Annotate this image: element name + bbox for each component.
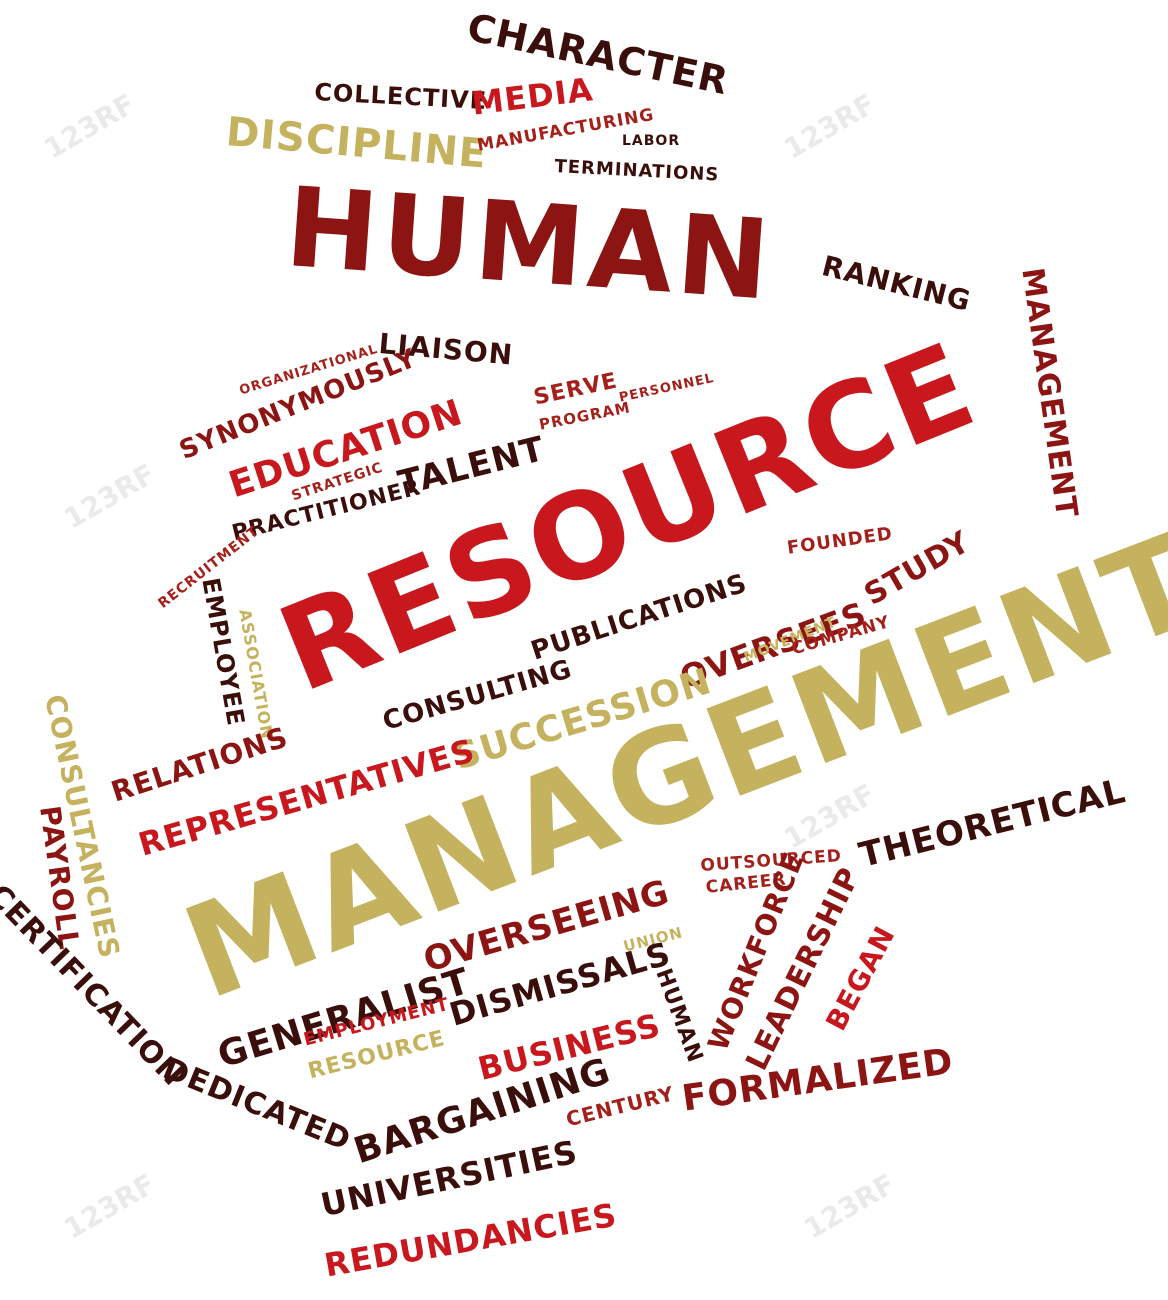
word-employee: EMPLOYEE <box>196 575 251 729</box>
word-discipline: DISCIPLINE <box>224 109 489 178</box>
word-management-vertical: MANAGEMENT <box>1014 265 1085 521</box>
word-human-small: HUMAN <box>650 965 708 1067</box>
word-personnel: PERSONNEL <box>617 370 716 406</box>
word-theoretical: THEORETICAL <box>855 771 1130 876</box>
watermark-6: 123RF <box>798 1167 901 1246</box>
word-media: MEDIA <box>469 70 596 123</box>
word-terminations: TERMINATIONS <box>554 156 720 186</box>
watermark-1: 123RF <box>38 87 141 166</box>
watermark-5: 123RF <box>58 1167 161 1246</box>
word-ranking: RANKING <box>818 249 975 318</box>
watermark-3: 123RF <box>58 457 161 536</box>
word-labor: LABOR <box>622 133 681 149</box>
watermark-2: 123RF <box>778 87 881 166</box>
word-collective: COLLECTIVE <box>313 78 488 116</box>
word-human: HUMAN <box>281 163 778 325</box>
word-formalized: FORMALIZED <box>679 1040 957 1120</box>
word-founded: FOUNDED <box>785 523 895 559</box>
